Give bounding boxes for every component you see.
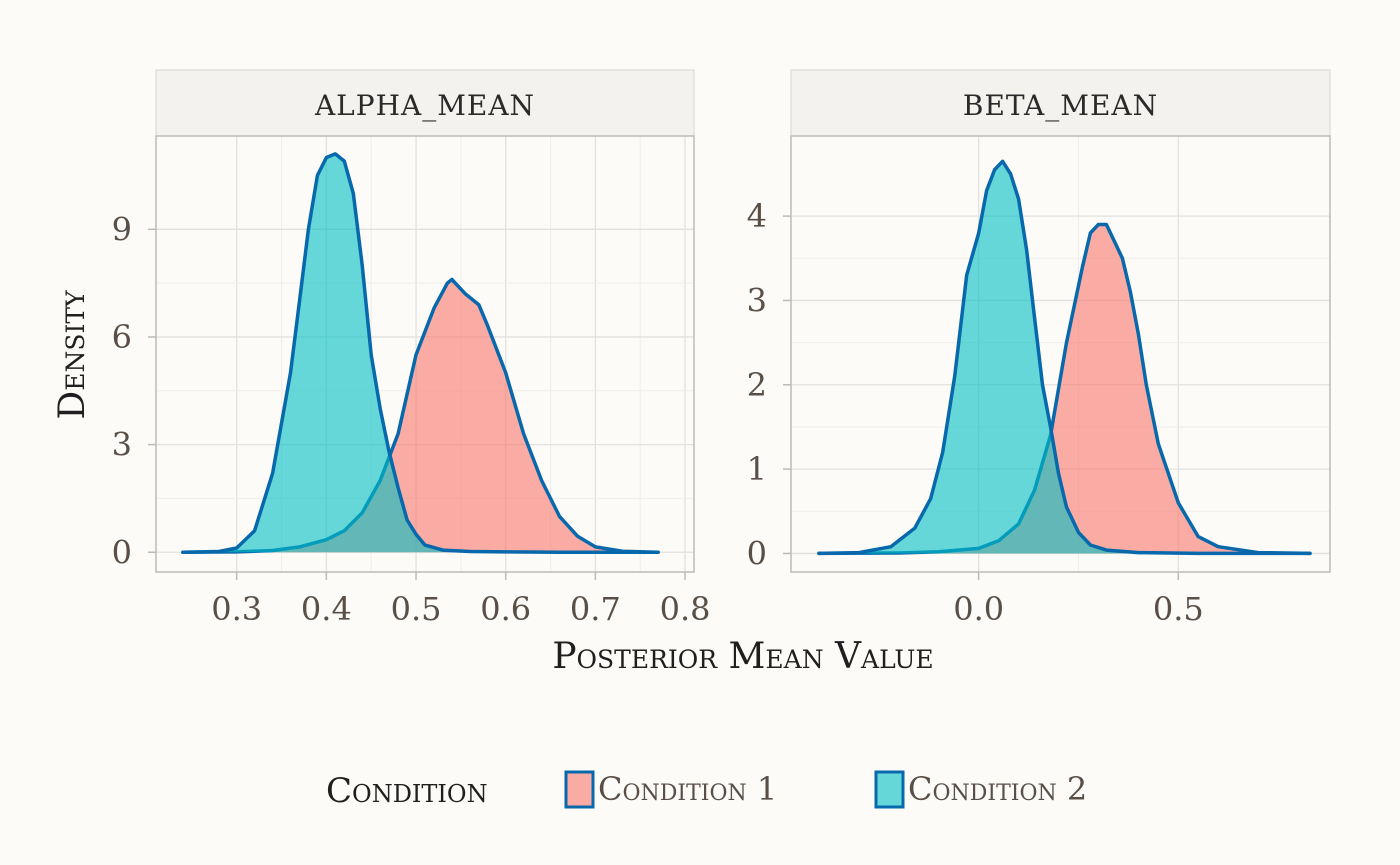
x-axis-title: Posterior Mean Value xyxy=(552,636,933,677)
panel-strip-title: BETA_MEAN xyxy=(963,89,1158,122)
panel-border xyxy=(155,135,695,573)
panels-layer: ALPHA_MEAN 0.3 0.4 0.5 0.6 0.7 0.8 0 3 6 9 BETA_MEA… xyxy=(112,69,1331,628)
legend-swatch-condition-2 xyxy=(874,770,905,809)
legend-label-condition-2: Condition 2 xyxy=(908,770,1087,808)
y-axis-title: Density xyxy=(52,290,93,420)
y-tick-label: 2 xyxy=(747,366,767,404)
x-tick-label: 0.7 xyxy=(570,590,621,628)
panel-border xyxy=(790,135,1331,573)
legend: Condition Condition 1 Condition 2 xyxy=(326,770,1087,811)
density-line-condition-2 xyxy=(181,152,660,555)
y-tick-label: 0 xyxy=(112,533,132,571)
y-tick-label: 0 xyxy=(747,534,767,572)
panel-strip xyxy=(155,69,695,137)
y-tick-label: 9 xyxy=(112,210,132,248)
x-tick-label: 0.6 xyxy=(480,590,531,628)
y-tick-label: 3 xyxy=(112,426,132,464)
legend-swatch-condition-1 xyxy=(564,770,595,809)
y-tick-label: 3 xyxy=(747,281,767,319)
x-tick-label: 0.3 xyxy=(211,590,262,628)
legend-title: Condition xyxy=(326,771,488,811)
x-tick-label: 0.4 xyxy=(301,590,352,628)
density-area-condition-1 xyxy=(182,279,659,553)
x-tick-label: 0.8 xyxy=(660,590,711,628)
y-tick-label: 6 xyxy=(112,318,132,356)
panel-strip xyxy=(790,69,1331,137)
x-tick-label: 0.0 xyxy=(953,590,1004,628)
density-area-condition-2 xyxy=(182,153,659,553)
x-tick-label: 0.5 xyxy=(1153,590,1204,628)
density-area-condition-1 xyxy=(818,224,1311,554)
panel-beta-mean: BETA_MEAN 0.0 0.5 0 1 2 3 4 xyxy=(747,69,1331,628)
panel-alpha-mean: ALPHA_MEAN 0.3 0.4 0.5 0.6 0.7 0.8 0 3 6 9 xyxy=(112,69,711,628)
legend-label-condition-1: Condition 1 xyxy=(598,770,777,808)
y-tick-label: 4 xyxy=(747,197,767,235)
x-tick-label: 0.5 xyxy=(391,590,442,628)
y-tick-label: 1 xyxy=(747,450,767,488)
density-line-condition-2 xyxy=(817,159,1312,556)
panel-strip-title: ALPHA_MEAN xyxy=(314,89,535,122)
